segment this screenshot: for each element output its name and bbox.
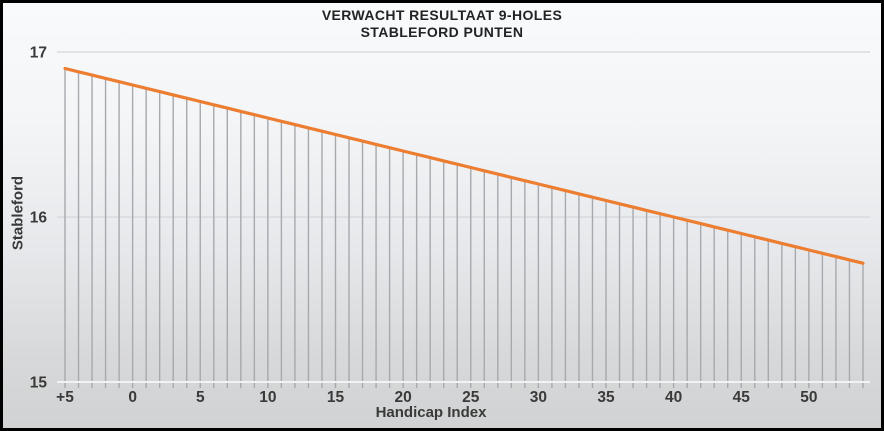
chart-title-block: VERWACHT RESULTAAT 9-HOLES STABLEFORD PU…: [3, 7, 881, 41]
x-axis-title: Handicap Index: [375, 404, 487, 421]
x-tick-label: 25: [462, 389, 480, 406]
chart-subtitle: STABLEFORD PUNTEN: [360, 24, 524, 40]
x-tick-label: 10: [259, 389, 276, 406]
chart-title: VERWACHT RESULTAAT 9-HOLES: [321, 7, 563, 23]
x-tick-label: 45: [733, 389, 751, 406]
x-tick-label: 5: [196, 389, 205, 406]
x-tick-label: 15: [327, 389, 345, 406]
x-tick-label: 40: [665, 389, 682, 406]
y-tick-label: 17: [30, 45, 47, 62]
x-tick-label: 20: [395, 389, 412, 406]
series-line: [63, 66, 865, 265]
x-tick-label: +5: [56, 389, 74, 406]
x-tick-label: 30: [530, 389, 547, 406]
y-tick-label: 15: [30, 375, 48, 392]
y-axis-title: Stableford: [9, 175, 27, 251]
x-tick-label: 0: [128, 389, 137, 406]
x-tick-label: 50: [800, 389, 817, 406]
x-tick-label: 35: [597, 389, 615, 406]
y-tick-label: 16: [30, 210, 48, 227]
